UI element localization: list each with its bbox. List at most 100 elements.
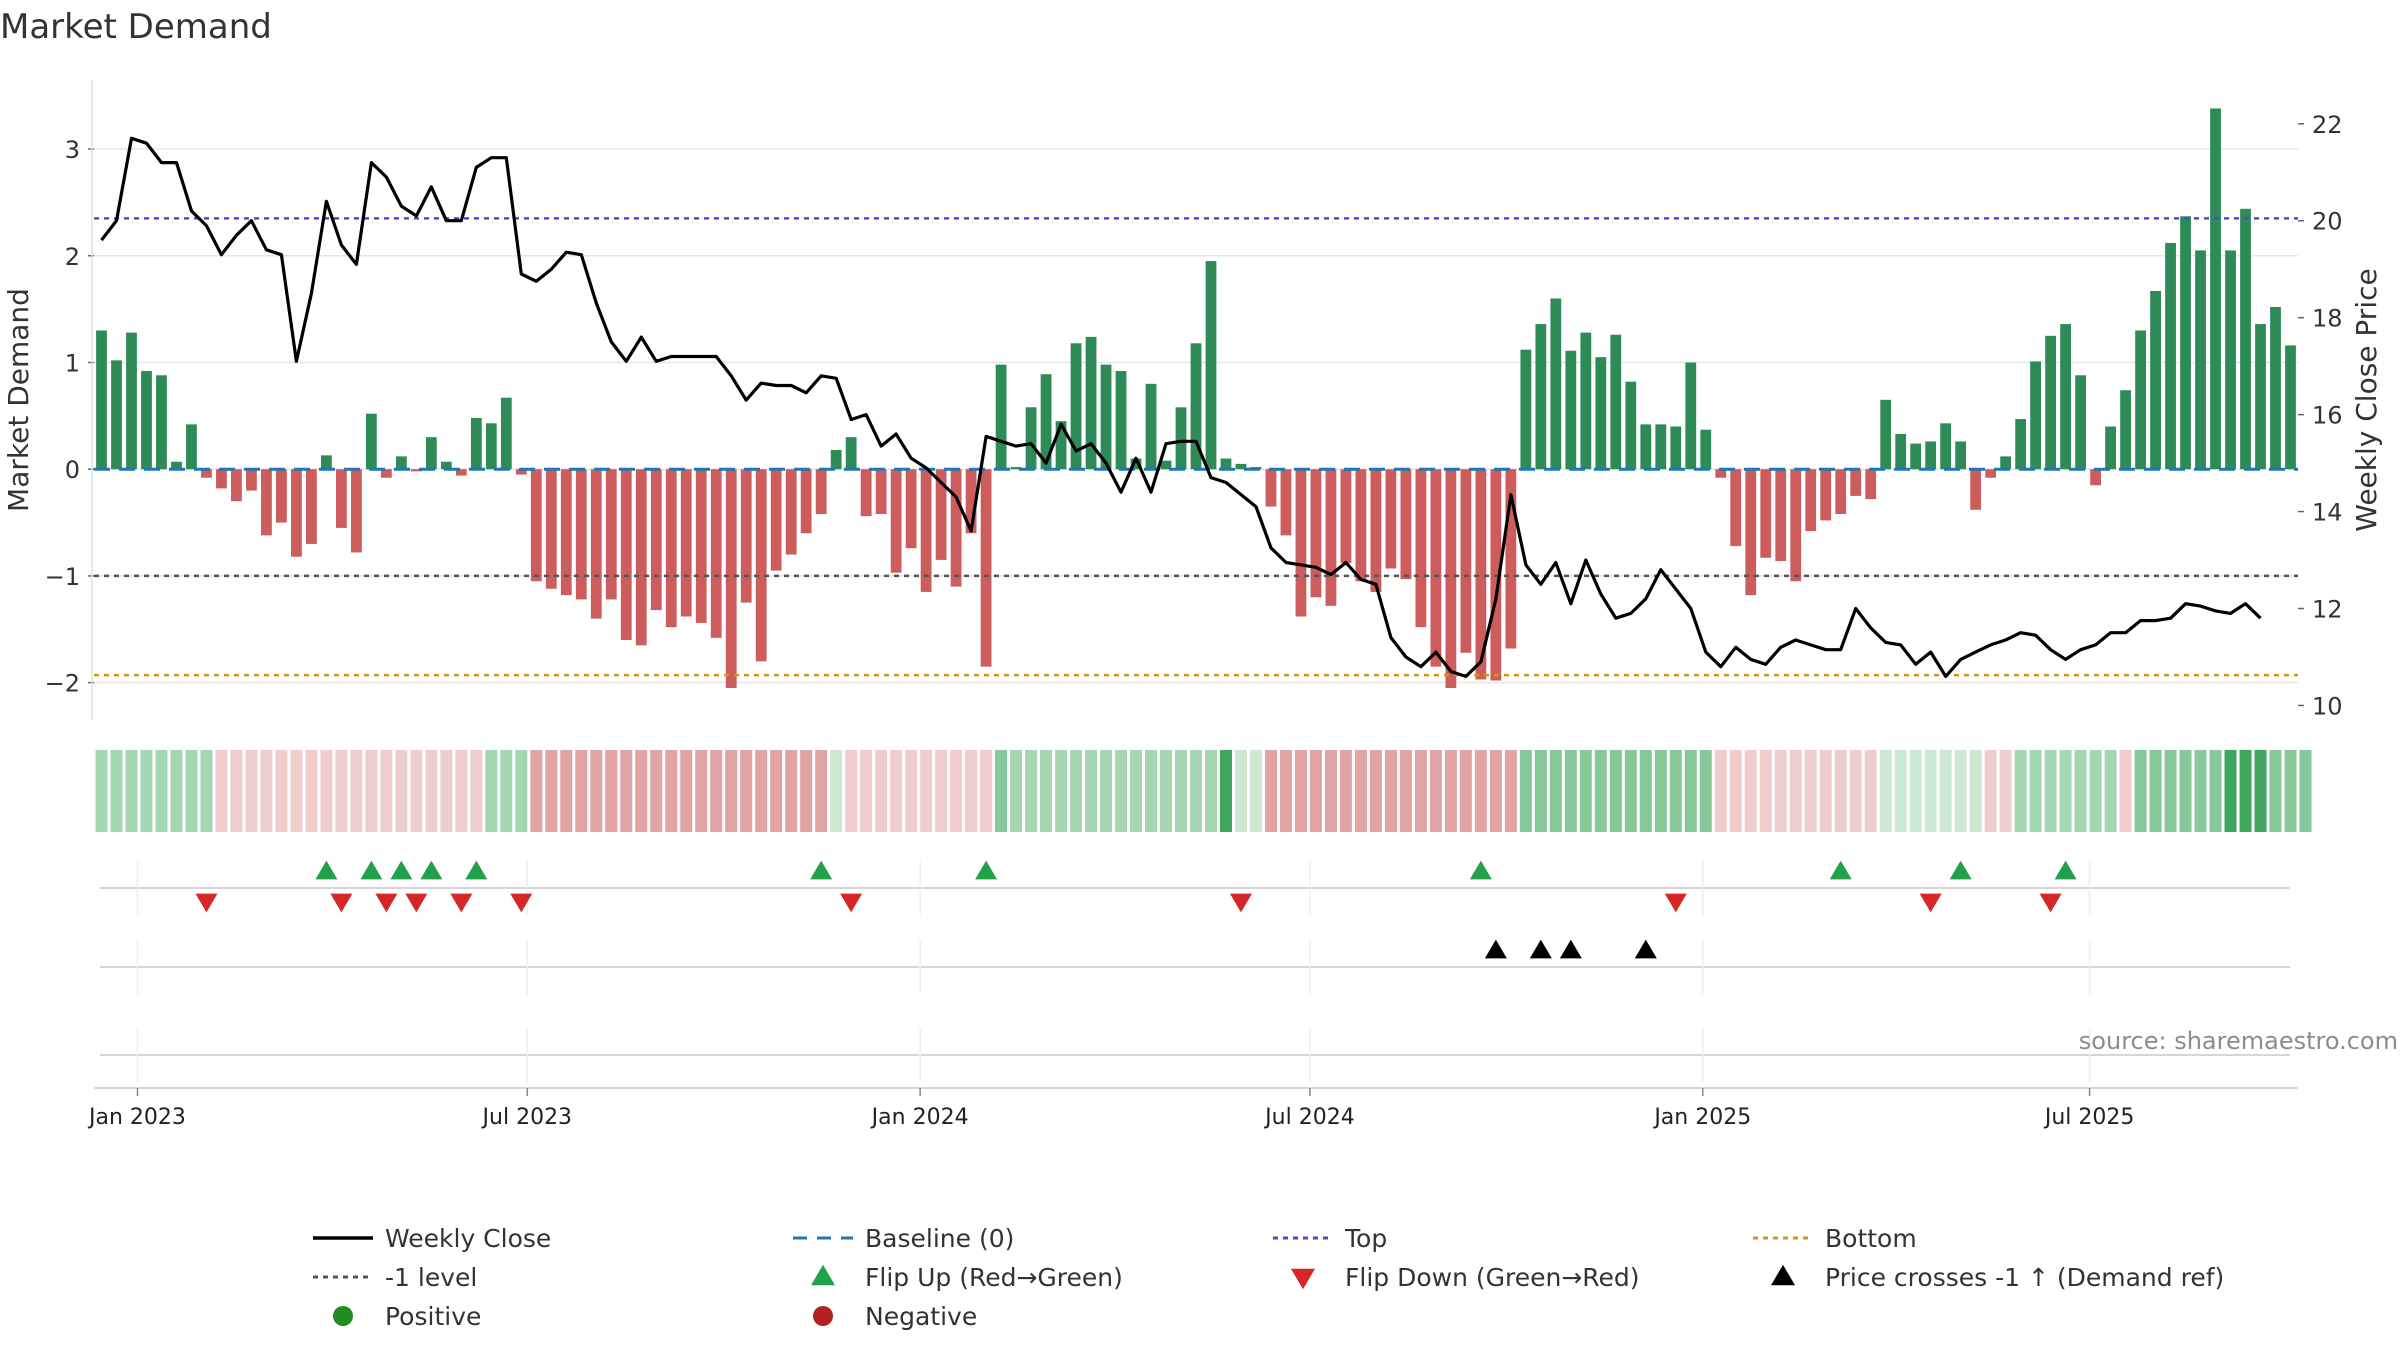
demand-bar	[1835, 469, 1847, 515]
heat-cell	[2014, 750, 2027, 832]
heat-cell	[1384, 750, 1397, 832]
demand-bar	[455, 469, 467, 476]
heat-cell	[440, 750, 453, 832]
demand-bar	[410, 469, 422, 472]
flip-up-marker	[390, 860, 413, 880]
demand-bar	[2195, 250, 2206, 470]
demand-bar	[425, 437, 437, 470]
heat-cell	[1714, 750, 1727, 832]
demand-bar	[171, 461, 182, 470]
x-tick-label: Jan 2024	[870, 1105, 969, 1130]
heat-cell	[1279, 750, 1292, 832]
demand-bar	[1430, 469, 1442, 667]
heat-cell	[875, 750, 888, 832]
demand-bar	[1745, 469, 1757, 596]
heat-cell	[830, 750, 843, 832]
heat-cell	[2134, 750, 2147, 832]
heat-cell	[980, 750, 993, 832]
heat-cell	[1654, 750, 1667, 832]
heat-cell	[275, 750, 288, 832]
heat-cell	[1609, 750, 1622, 832]
y-tick-label: −2	[45, 670, 80, 698]
demand-bar	[1190, 343, 1202, 470]
heat-cell	[1849, 750, 1862, 832]
demand-bar	[860, 469, 872, 517]
heat-cell	[590, 750, 603, 832]
heat-cell	[1234, 750, 1247, 832]
heat-cell	[1369, 750, 1382, 832]
demand-bar	[965, 469, 977, 534]
demand-bar	[1385, 469, 1397, 569]
heat-cell	[995, 750, 1008, 832]
demand-bar	[1340, 469, 1352, 564]
heat-cell	[650, 750, 663, 832]
heat-cell	[950, 750, 963, 832]
demand-bar	[1220, 458, 1232, 470]
heat-cell	[1399, 750, 1412, 832]
demand-bar	[2045, 335, 2057, 470]
heat-cell	[1669, 750, 1682, 832]
heat-cell	[635, 750, 648, 832]
y-tick-label: 3	[65, 136, 80, 164]
heat-cell	[1519, 750, 1532, 832]
heat-cell	[1414, 750, 1427, 832]
demand-bar	[620, 469, 632, 640]
demand-bar	[1145, 383, 1157, 470]
demand-bar	[485, 423, 497, 470]
demand-bar	[350, 469, 362, 553]
demand-bar	[2135, 330, 2146, 470]
heat-cell	[185, 750, 198, 832]
demand-bar	[2075, 375, 2086, 470]
demand-bar	[1520, 349, 1532, 470]
demand-bar	[246, 469, 257, 491]
heat-cell	[1055, 750, 1068, 832]
demand-bar	[1760, 469, 1772, 558]
demand-bar	[1400, 469, 1412, 580]
demand-bar	[590, 469, 602, 619]
heat-cell	[2179, 750, 2192, 832]
heat-cell	[215, 750, 228, 832]
demand-bar	[1625, 381, 1637, 470]
heat-cell	[2029, 750, 2042, 832]
demand-bar	[995, 364, 1007, 470]
flip-down-marker	[510, 893, 533, 913]
heat-cell	[2104, 750, 2117, 832]
weekly-close-line	[100, 136, 2262, 679]
demand-bar	[1955, 441, 1967, 470]
demand-bar	[2000, 456, 2012, 470]
y-tick-label: 2	[65, 243, 80, 271]
demand-bar	[141, 371, 152, 470]
heat-cell	[1624, 750, 1637, 832]
demand-bar	[2120, 390, 2131, 470]
demand-bar	[2165, 242, 2176, 470]
heat-cell	[2224, 750, 2237, 832]
heat-cell	[1804, 750, 1817, 832]
heat-cell	[335, 750, 348, 832]
heat-cell	[470, 750, 483, 832]
demand-bar	[440, 461, 452, 470]
heat-cell	[2254, 750, 2267, 832]
heat-cell	[485, 750, 498, 832]
legend-swatch-price-cross	[1771, 1264, 1795, 1286]
heat-cell	[1564, 750, 1577, 832]
heat-cell	[755, 750, 768, 832]
heat-cell	[1294, 750, 1307, 832]
heat-cell	[1444, 750, 1457, 832]
demand-bar	[830, 449, 842, 470]
legend-swatch-positive	[333, 1306, 353, 1326]
demand-bar	[1085, 336, 1097, 470]
demand-bar	[500, 397, 512, 470]
demand-bar	[1730, 469, 1742, 547]
x-tick-label: Jan 2025	[1652, 1105, 1751, 1130]
heat-cell	[1954, 750, 1967, 832]
legend-label: Top	[1344, 1224, 1387, 1253]
heat-cell	[290, 750, 303, 832]
heat-cell	[245, 750, 258, 832]
heat-cell	[1549, 750, 1562, 832]
heat-cell	[620, 750, 633, 832]
y2-tick-label: 14	[2312, 499, 2343, 527]
flip-down-marker	[840, 893, 863, 913]
heat-cell	[1309, 750, 1322, 832]
demand-bar	[96, 330, 107, 470]
heat-cell	[200, 750, 213, 832]
